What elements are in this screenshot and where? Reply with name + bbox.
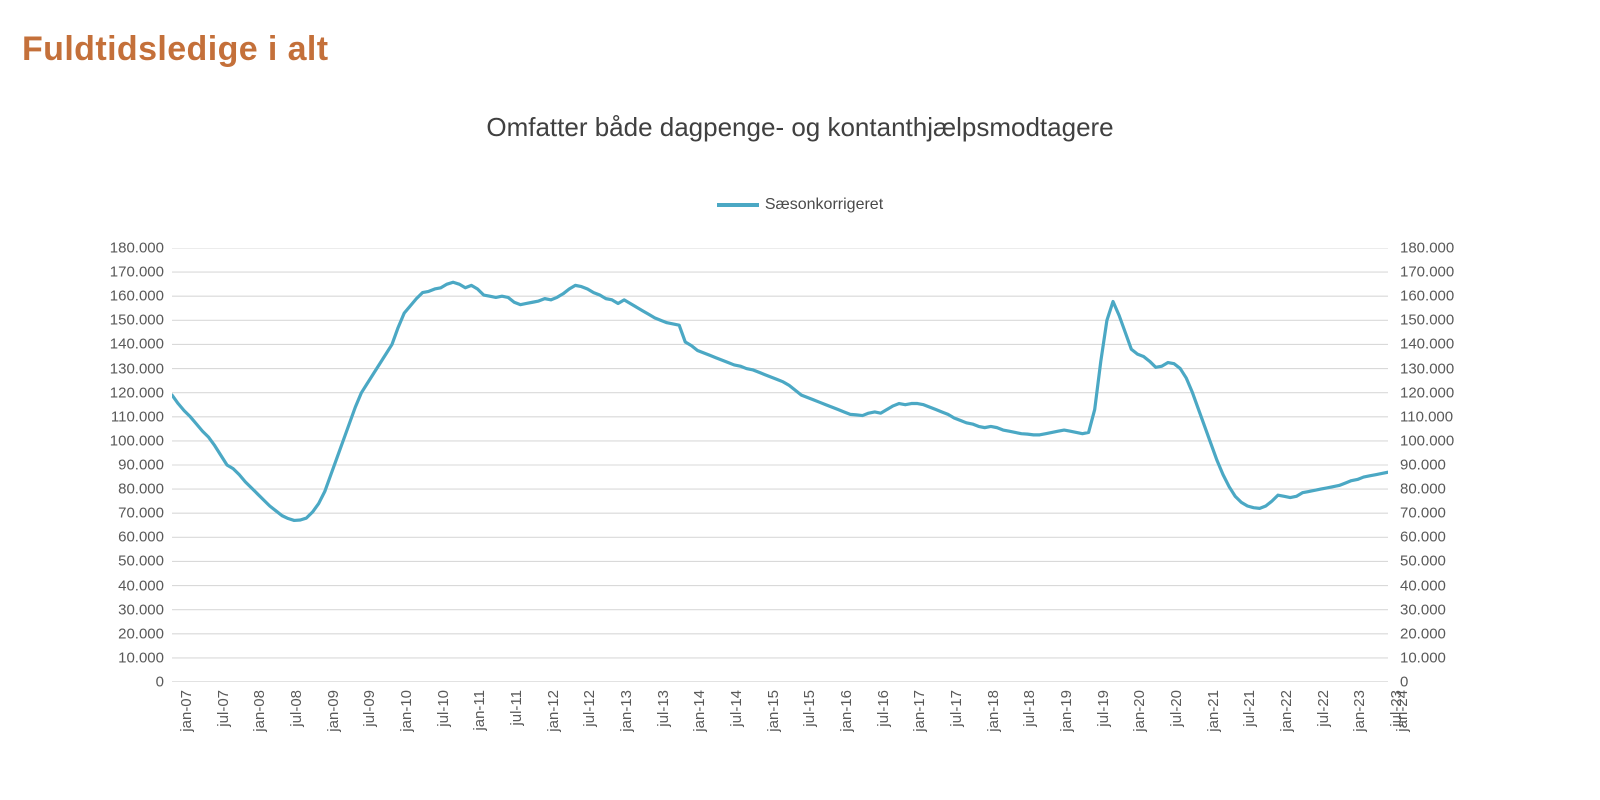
y-axis-tick-label: 80.000 xyxy=(118,480,164,498)
y-axis-tick-label: 50.000 xyxy=(1400,552,1446,570)
y-axis-tick-label: 120.000 xyxy=(109,384,164,402)
chart-legend: Sæsonkorrigeret xyxy=(0,196,1600,214)
x-axis-tick-label: jul-14 xyxy=(727,690,745,727)
x-axis-tick-label: jan-07 xyxy=(178,690,195,732)
y-axis-tick-label: 60.000 xyxy=(1400,528,1446,546)
x-axis-tick-label: jan-19 xyxy=(1057,690,1075,732)
y-axis-tick-label: 160.000 xyxy=(1400,287,1455,305)
y-axis-tick-label: 0 xyxy=(1400,673,1409,691)
y-axis-tick-label: 10.000 xyxy=(118,649,164,667)
x-axis-tick-label: jul-19 xyxy=(1094,690,1112,727)
y-axis-tick-label: 110.000 xyxy=(110,408,164,426)
x-axis-tick-label: jul-21 xyxy=(1241,690,1259,727)
gridlines xyxy=(172,248,1388,682)
series-line-saesonkorrigeret xyxy=(172,280,1388,523)
y-axis-tick-label: 50.000 xyxy=(118,552,164,570)
x-axis-tick-label: jan-24 xyxy=(1394,690,1411,732)
y-axis-tick-label: 30.000 xyxy=(1400,601,1446,619)
x-axis-tick-label: jul-08 xyxy=(287,690,305,727)
x-axis-tick-label: jul-20 xyxy=(1167,690,1185,727)
x-axis-tick-label: jan-11 xyxy=(471,690,489,731)
chart-subtitle: Omfatter både dagpenge- og kontanthjælps… xyxy=(486,112,1114,142)
x-axis-tick-label: jan-10 xyxy=(397,690,415,732)
y-axis-tick-label: 140.000 xyxy=(1400,335,1455,353)
y-axis-tick-label: 70.000 xyxy=(1400,504,1446,522)
y-axis-tick-label: 80.000 xyxy=(1400,480,1446,498)
y-axis-tick-label: 100.000 xyxy=(109,432,164,450)
y-axis-right: 180.000 170.000 160.000 150.000 140.000 130.0… xyxy=(1400,241,1496,690)
y-axis-tick-label: 30.000 xyxy=(118,601,164,619)
x-axis-tick-label: jul-22 xyxy=(1314,690,1332,727)
y-axis-tick-label: 150.000 xyxy=(1400,311,1455,329)
y-axis-tick-label: 10.000 xyxy=(1400,649,1446,667)
y-axis-tick-label: 170.000 xyxy=(1400,263,1455,281)
page-title: Fuldtidsledige i alt xyxy=(22,30,329,68)
x-axis-tick-label: jan-21 xyxy=(1204,690,1222,732)
x-axis-tick-label: jan-08 xyxy=(251,690,269,732)
y-axis-tick-label: 180.000 xyxy=(109,239,164,257)
x-axis-tick-label: jan-15 xyxy=(764,690,782,732)
y-axis-tick-label: 20.000 xyxy=(1400,625,1446,643)
x-axis-tick-label: jul-07 xyxy=(214,690,232,727)
legend-item-label: Sæsonkorrigeret xyxy=(764,196,884,213)
y-axis-tick-label: 120.000 xyxy=(1400,384,1455,402)
legend-line-swatch xyxy=(716,203,759,207)
y-axis-tick-label: 180.000 xyxy=(1400,239,1455,257)
y-axis-tick-label: 0 xyxy=(155,673,164,691)
x-axis-tick-label: jan-20 xyxy=(1131,690,1149,732)
y-axis-tick-label: 100.000 xyxy=(1400,432,1455,450)
x-axis-tick-label: jul-11 xyxy=(507,690,525,726)
y-axis-tick-label: 130.000 xyxy=(109,360,164,378)
x-axis-tick-label: jul-09 xyxy=(361,690,379,727)
x-axis: jan-07 jul-07 jan-08 jul-08 jan-09 jul-09 jan-… xyxy=(172,690,1411,786)
y-axis-tick-label: 40.000 xyxy=(118,577,164,595)
x-axis-tick-label: jul-13 xyxy=(654,690,672,727)
x-axis-tick-label: jan-13 xyxy=(617,690,635,732)
x-axis-tick-label: jan-18 xyxy=(984,690,1002,732)
y-axis-tick-label: 70.000 xyxy=(118,504,164,522)
x-axis-tick-label: jan-16 xyxy=(837,690,855,732)
y-axis-tick-label: 90.000 xyxy=(118,456,164,474)
x-axis-tick-label: jul-12 xyxy=(581,690,599,727)
y-axis-tick-label: 150.000 xyxy=(109,311,164,329)
plot-area xyxy=(172,248,1388,682)
x-axis-tick-label: jan-23 xyxy=(1351,690,1369,732)
line-chart-svg xyxy=(172,248,1388,682)
y-axis-tick-label: 110.000 xyxy=(1400,408,1454,426)
x-axis-tick-label: jul-15 xyxy=(801,690,819,727)
y-axis-tick-label: 40.000 xyxy=(1400,577,1446,595)
x-axis-tick-label: jan-17 xyxy=(911,690,929,732)
y-axis-tick-label: 90.000 xyxy=(1400,456,1446,474)
x-axis-tick-label: jul-18 xyxy=(1021,690,1039,727)
x-axis-tick-label: jan-22 xyxy=(1277,690,1295,732)
y-axis-tick-label: 130.000 xyxy=(1400,360,1455,378)
x-axis-tick-label: jan-09 xyxy=(324,690,342,732)
x-axis-tick-label: jul-10 xyxy=(434,690,452,727)
y-axis-left: 180.000 170.000 160.000 150.000 140.000 130.0… xyxy=(68,241,164,690)
y-axis-tick-label: 160.000 xyxy=(109,287,164,305)
y-axis-tick-label: 60.000 xyxy=(118,528,164,546)
y-axis-tick-label: 170.000 xyxy=(109,263,164,281)
x-axis-tick-label: jan-12 xyxy=(544,690,562,732)
x-axis-tick-label: jul-16 xyxy=(874,690,892,727)
x-axis-tick-label: jul-17 xyxy=(947,690,965,727)
y-axis-tick-label: 140.000 xyxy=(109,335,164,353)
y-axis-tick-label: 20.000 xyxy=(118,625,164,643)
x-axis-tick-label: jan-14 xyxy=(691,690,709,732)
